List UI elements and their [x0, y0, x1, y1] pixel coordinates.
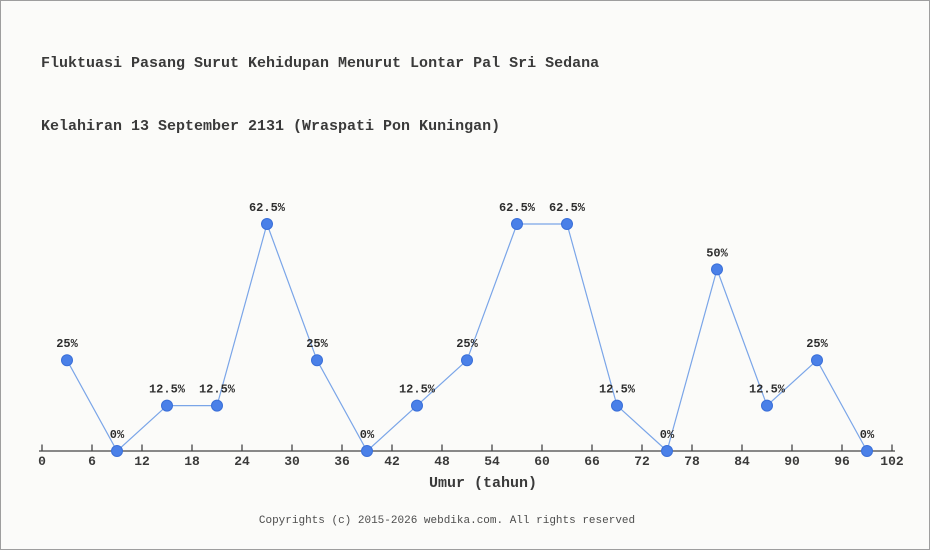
data-point [861, 445, 873, 457]
x-axis-tick-label: 90 [784, 454, 800, 469]
data-point-label: 50% [706, 246, 728, 260]
data-point [711, 263, 723, 276]
x-axis-tick-label: 66 [584, 454, 600, 469]
chart-title-line1: Fluktuasi Pasang Surut Kehidupan Menurut… [41, 55, 600, 72]
data-point-label: 0% [660, 428, 675, 442]
data-point-label: 12.5% [599, 383, 636, 397]
copyright-text: Copyrights (c) 2015-2026 webdika.com. Al… [258, 515, 636, 527]
data-point-label: 25% [306, 337, 328, 351]
x-axis-tick-label: 72 [634, 454, 650, 469]
x-axis-label: Umur (tahun) [428, 475, 538, 492]
data-point [611, 399, 623, 412]
data-point [761, 399, 773, 412]
x-axis-tick-label: 54 [484, 454, 500, 469]
data-point-label: 0% [860, 428, 875, 442]
data-point [361, 445, 373, 457]
x-axis-tick-label: 102 [880, 454, 904, 469]
data-point [811, 354, 823, 367]
data-point [211, 399, 223, 412]
x-axis-tick-label: 12 [134, 454, 150, 469]
x-axis-tick-label: 60 [534, 454, 550, 469]
data-point-label: 12.5% [199, 383, 236, 397]
x-axis-tick-label: 18 [184, 454, 200, 469]
data-point [161, 399, 173, 412]
x-axis-tick-label: 48 [434, 454, 450, 469]
data-point [261, 218, 273, 230]
data-point [111, 445, 123, 457]
x-axis-tick-label: 36 [334, 454, 350, 469]
data-point [311, 354, 323, 367]
x-axis-tick-label: 96 [834, 454, 850, 469]
data-point-label: 25% [456, 337, 478, 351]
x-axis-tick-label: 24 [234, 454, 250, 469]
data-point-label: 0% [110, 428, 125, 442]
data-point-label: 62.5% [499, 201, 536, 215]
data-point [511, 218, 523, 230]
x-axis-tick-label: 30 [284, 454, 300, 469]
x-axis-tick-label: 84 [734, 454, 750, 469]
data-point-label: 12.5% [749, 383, 786, 397]
chart-title-line2: Kelahiran 13 September 2131 (Wraspati Po… [41, 118, 501, 135]
x-axis-tick-label: 0 [38, 454, 46, 469]
data-point-label: 62.5% [249, 201, 286, 215]
x-axis-tick-label: 42 [384, 454, 400, 469]
data-point-label: 12.5% [399, 383, 436, 397]
data-point-label: 25% [56, 337, 78, 351]
data-point-label: 62.5% [549, 201, 586, 215]
data-point [411, 399, 423, 412]
data-point-label: 25% [806, 337, 828, 351]
data-point-label: 12.5% [149, 383, 186, 397]
data-point [61, 354, 73, 367]
data-point [661, 445, 673, 457]
x-axis-tick-label: 78 [684, 454, 700, 469]
data-point [561, 218, 573, 230]
x-axis-tick-label: 6 [88, 454, 96, 469]
data-point [461, 354, 473, 367]
chart-title: Fluktuasi Pasang Surut Kehidupan Menurut… [41, 11, 599, 179]
data-point-label: 0% [360, 428, 375, 442]
